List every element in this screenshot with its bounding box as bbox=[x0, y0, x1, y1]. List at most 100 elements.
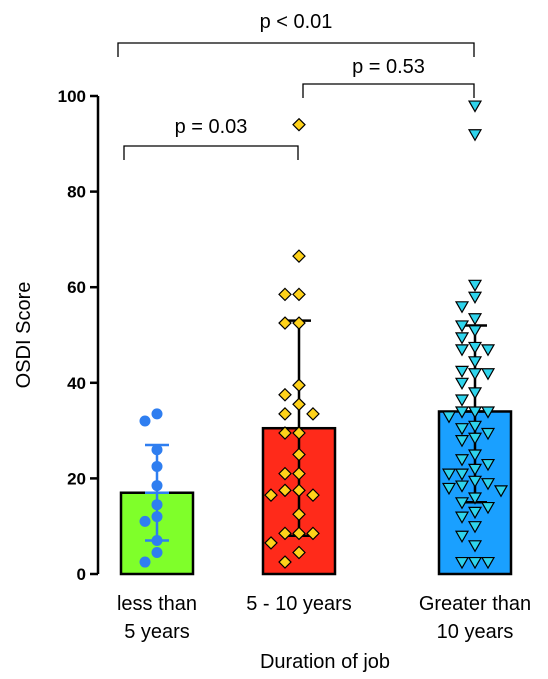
data-point-1-4 bbox=[151, 460, 163, 472]
data-point-2-9 bbox=[292, 397, 306, 412]
data-point-3-43 bbox=[467, 506, 483, 520]
data-point-3-27 bbox=[467, 432, 483, 445]
data-point-2-8 bbox=[278, 387, 292, 402]
data-point-3-12 bbox=[480, 344, 496, 357]
data-point-1-8 bbox=[139, 515, 151, 527]
data-point-3-33 bbox=[454, 468, 470, 481]
data-point-1-11 bbox=[139, 556, 151, 568]
data-point-1-9 bbox=[151, 535, 163, 547]
data-point-2-15 bbox=[292, 466, 306, 481]
y-tick-label-60: 60 bbox=[67, 278, 86, 297]
data-point-2-12 bbox=[292, 426, 306, 440]
data-point-2-26 bbox=[292, 545, 306, 560]
points-layer bbox=[139, 100, 509, 570]
data-point-1-5 bbox=[151, 480, 163, 492]
data-point-3-48 bbox=[467, 556, 483, 570]
data-point-3-40 bbox=[467, 492, 483, 505]
data-point-3-46 bbox=[454, 530, 470, 543]
data-point-3-5 bbox=[454, 301, 470, 314]
data-point-3-7 bbox=[454, 320, 470, 333]
data-point-3-19 bbox=[454, 394, 470, 407]
data-point-2-4 bbox=[278, 287, 292, 302]
data-point-3-10 bbox=[467, 341, 483, 355]
y-tick-label-20: 20 bbox=[67, 469, 86, 488]
data-point-1-3 bbox=[151, 444, 163, 456]
data-point-3-25 bbox=[454, 423, 470, 436]
data-point-2-10 bbox=[278, 407, 292, 421]
data-point-2-11 bbox=[306, 407, 320, 421]
data-point-3-47 bbox=[467, 540, 483, 553]
data-point-3-45 bbox=[467, 521, 483, 534]
data-point-3-21 bbox=[454, 406, 470, 419]
data-point-3-32 bbox=[467, 463, 483, 477]
data-point-1-6 bbox=[151, 499, 163, 511]
data-point-1-7 bbox=[151, 511, 163, 523]
comparison-label-2: p = 0.53 bbox=[352, 56, 425, 78]
data-point-2-25 bbox=[264, 536, 278, 550]
category-label-1-line-1: less than bbox=[117, 593, 197, 615]
data-point-2-14 bbox=[292, 447, 306, 462]
y-tick-label-0: 0 bbox=[77, 565, 86, 584]
x-axis-categories: less than 5 years 5 - 10 years Greater than… bbox=[117, 593, 531, 643]
data-point-2-13 bbox=[278, 426, 292, 440]
data-point-3-8 bbox=[467, 325, 483, 338]
comparison-label-3: p < 0.01 bbox=[260, 11, 333, 33]
data-point-3-31 bbox=[480, 458, 496, 472]
data-point-2-19 bbox=[306, 488, 320, 502]
data-point-3-23 bbox=[441, 411, 457, 424]
y-axis-title: OSDI Score bbox=[13, 282, 35, 389]
data-point-2-3 bbox=[292, 287, 306, 302]
data-point-3-39 bbox=[493, 485, 509, 498]
data-point-3-44 bbox=[454, 511, 470, 524]
data-point-2-27 bbox=[278, 555, 292, 569]
x-axis-title: Duration of job bbox=[260, 651, 390, 673]
data-point-3-42 bbox=[480, 501, 496, 515]
data-point-3-35 bbox=[467, 475, 483, 488]
data-point-3-20 bbox=[467, 406, 483, 419]
data-point-1-10 bbox=[151, 546, 163, 558]
y-tick-label-100: 100 bbox=[58, 87, 86, 106]
data-point-3-36 bbox=[480, 478, 496, 491]
data-point-3-38 bbox=[441, 482, 457, 496]
data-point-3-4 bbox=[467, 291, 483, 304]
data-point-3-28 bbox=[454, 435, 470, 448]
data-point-3-6 bbox=[467, 313, 483, 326]
data-point-2-1 bbox=[292, 117, 306, 132]
data-point-3-30 bbox=[454, 454, 470, 467]
data-point-2-2 bbox=[292, 249, 306, 263]
data-point-3-9 bbox=[454, 332, 470, 345]
data-point-3-1 bbox=[467, 100, 483, 113]
data-point-1-2 bbox=[139, 415, 151, 427]
data-point-2-21 bbox=[292, 507, 306, 522]
data-point-2-20 bbox=[264, 488, 278, 502]
data-point-3-41 bbox=[454, 497, 470, 510]
data-point-2-6 bbox=[278, 316, 292, 330]
data-point-3-13 bbox=[467, 356, 483, 369]
category-label-1-line-2: 5 years bbox=[124, 621, 190, 643]
data-point-2-24 bbox=[306, 526, 320, 541]
data-point-3-34 bbox=[441, 468, 457, 481]
data-point-2-18 bbox=[278, 483, 292, 498]
data-point-2-16 bbox=[278, 466, 292, 481]
data-point-2-23 bbox=[278, 526, 292, 541]
data-point-2-17 bbox=[292, 483, 306, 498]
data-point-3-16 bbox=[480, 368, 496, 381]
category-label-3-line-1: Greater than bbox=[419, 593, 531, 615]
y-tick-label-80: 80 bbox=[67, 183, 86, 202]
data-point-3-18 bbox=[467, 387, 483, 400]
data-point-3-29 bbox=[467, 449, 483, 462]
y-tick-label-40: 40 bbox=[67, 374, 86, 393]
data-point-3-24 bbox=[467, 420, 483, 434]
data-point-3-50 bbox=[480, 556, 496, 570]
comparison-bracket-2 bbox=[302, 83, 475, 98]
data-point-3-22 bbox=[480, 406, 496, 419]
data-point-3-17 bbox=[454, 377, 470, 391]
data-point-1-1 bbox=[151, 408, 163, 420]
category-label-2-line-1: 5 - 10 years bbox=[246, 593, 352, 615]
comparison-bracket-3 bbox=[117, 42, 475, 57]
data-point-2-7 bbox=[292, 378, 306, 393]
data-point-3-49 bbox=[454, 556, 470, 570]
data-point-3-37 bbox=[454, 480, 470, 493]
data-point-2-5 bbox=[292, 316, 306, 330]
